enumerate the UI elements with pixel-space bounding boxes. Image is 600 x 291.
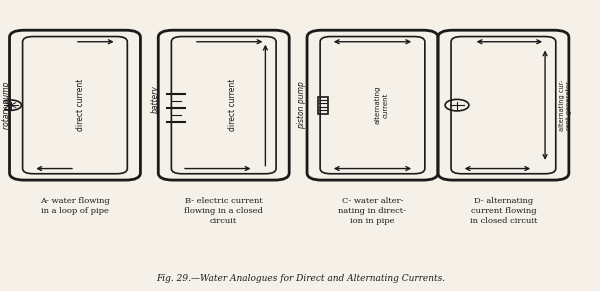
Text: A- water flowing
in a loop of pipe: A- water flowing in a loop of pipe [40, 197, 110, 215]
Text: D- alternating
current flowing
in closed circuit: D- alternating current flowing in closed… [470, 197, 537, 225]
Text: piston pump: piston pump [296, 81, 305, 129]
FancyBboxPatch shape [451, 37, 556, 174]
Text: rotary pump: rotary pump [2, 81, 11, 129]
Text: direct current: direct current [76, 79, 85, 131]
FancyBboxPatch shape [23, 37, 127, 174]
Text: battery: battery [151, 86, 160, 113]
Text: direct current: direct current [228, 79, 237, 131]
Text: C- water alter-
nating in direct-
ion in pipe: C- water alter- nating in direct- ion in… [338, 197, 406, 225]
FancyBboxPatch shape [172, 37, 276, 174]
Text: alternating cur-
rent generator: alternating cur- rent generator [559, 79, 572, 131]
Text: Fig. 29.—Water Analogues for Direct and Alternating Currents.: Fig. 29.—Water Analogues for Direct and … [157, 274, 446, 283]
Text: alternating
current: alternating current [374, 86, 388, 124]
Bar [318, 97, 328, 114]
FancyBboxPatch shape [320, 37, 425, 174]
Text: B- electric current
flowing in a closed
circuit: B- electric current flowing in a closed … [184, 197, 263, 225]
